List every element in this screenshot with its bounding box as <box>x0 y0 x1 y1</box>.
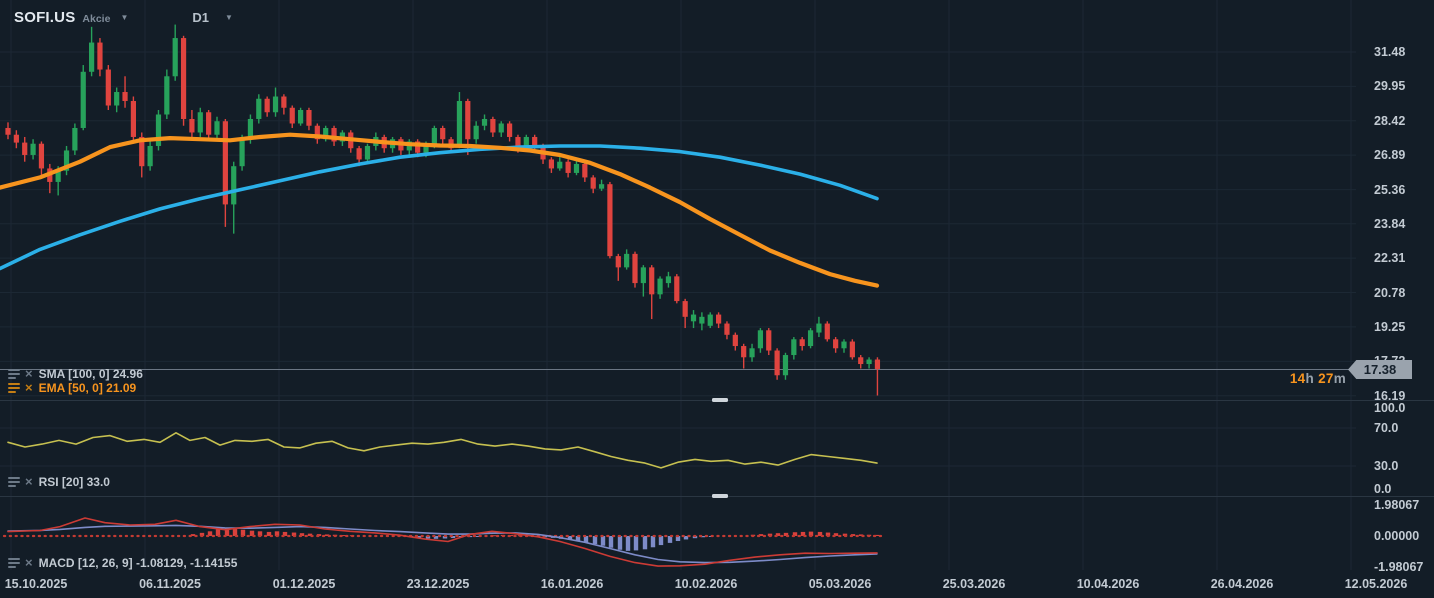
price-tick-label: 31.48 <box>1374 45 1406 59</box>
macd-signal-line <box>7 524 878 564</box>
chevron-down-icon: ▼ <box>120 13 129 22</box>
macd-tick-label: 1.98067 <box>1374 498 1420 512</box>
countdown-minutes-unit: m <box>1333 371 1346 386</box>
macd-tick-label: 0.00000 <box>1374 529 1420 543</box>
rsi-tick-label: 70.0 <box>1374 421 1399 435</box>
price-tick-label: 20.78 <box>1374 285 1406 300</box>
ema-indicator-label: EMA [50, 0] 21.09 <box>38 381 137 395</box>
sma-line <box>0 144 879 271</box>
rsi-tick-label: 0.0 <box>1374 482 1392 496</box>
price-tick-label: 19.25 <box>1374 319 1406 334</box>
time-tick-label: 25.03.2026 <box>942 577 1006 591</box>
rsi-indicator-row: × RSI [20] 33.0 <box>8 475 110 489</box>
instrument-type-label: Akcie <box>82 13 111 25</box>
timeframe-selector[interactable]: D1 ▼ <box>192 10 233 25</box>
indicator-close-icon[interactable]: × <box>25 555 33 570</box>
price-tick-label: 25.36 <box>1374 182 1406 197</box>
sma-indicator-label: SMA [100, 0] 24.96 <box>38 367 143 381</box>
price-tick-label: 23.84 <box>1374 216 1406 231</box>
timeframe-label: D1 <box>192 10 209 25</box>
price-tick-label: 29.95 <box>1374 79 1406 94</box>
chevron-down-icon: ▼ <box>225 13 233 22</box>
rsi-tick-label: 30.0 <box>1374 459 1399 473</box>
time-tick-label: 15.10.2025 <box>4 577 68 591</box>
indicator-properties-icon[interactable] <box>8 476 20 488</box>
indicator-close-icon[interactable]: × <box>25 380 33 395</box>
indicator-properties-icon[interactable] <box>8 557 20 569</box>
countdown-minutes: 27 <box>1318 371 1334 386</box>
panel-resize-handle[interactable] <box>712 494 728 498</box>
price-tick-label: 26.89 <box>1374 148 1406 163</box>
macd-tick-label: -1.98067 <box>1374 560 1424 574</box>
indicator-properties-icon[interactable] <box>8 382 20 394</box>
price-tick-label: 28.42 <box>1374 113 1406 128</box>
macd-line <box>7 517 878 567</box>
candles-layer <box>5 24 881 396</box>
macd-indicator-label: MACD [12, 26, 9] -1.08129, -1.14155 <box>38 556 238 570</box>
price-tick-label: 22.31 <box>1374 251 1406 266</box>
price-tick-label: 16.19 <box>1374 388 1406 403</box>
time-tick-label: 16.01.2026 <box>540 577 604 591</box>
time-tick-label: 06.11.2025 <box>139 577 201 591</box>
time-tick-label: 26.04.2026 <box>1210 577 1274 591</box>
sma-indicator-row: × SMA [100, 0] 24.96 <box>8 367 143 381</box>
indicator-close-icon[interactable]: × <box>25 474 33 489</box>
time-tick-label: 10.04.2026 <box>1076 577 1140 591</box>
indicator-properties-icon[interactable] <box>8 368 20 380</box>
indicator-close-icon[interactable]: × <box>25 366 33 381</box>
symbol-name: SOFI.US <box>14 9 76 26</box>
time-tick-label: 10.02.2026 <box>674 577 738 591</box>
chart-header: SOFI.US Akcie ▼ D1 ▼ <box>14 9 233 26</box>
current-price-badge: 17.38 <box>1348 360 1412 379</box>
panel-resize-handle[interactable] <box>712 398 728 402</box>
macd-histogram <box>190 528 880 551</box>
time-tick-label: 12.05.2026 <box>1344 577 1408 591</box>
rsi-line <box>7 431 878 469</box>
ema-indicator-row: × EMA [50, 0] 21.09 <box>8 381 136 395</box>
session-countdown: 14h 27m <box>1230 371 1346 386</box>
ema-line <box>0 132 880 288</box>
symbol-selector[interactable]: SOFI.US Akcie ▼ <box>14 9 128 26</box>
countdown-hours-unit: h <box>1305 371 1314 386</box>
rsi-tick-label: 100.0 <box>1374 401 1406 415</box>
time-tick-label: 23.12.2025 <box>406 577 470 591</box>
macd-indicator-row: × MACD [12, 26, 9] -1.08129, -1.14155 <box>8 556 237 570</box>
time-tick-label: 01.12.2025 <box>272 577 336 591</box>
countdown-hours: 14 <box>1289 371 1306 386</box>
time-tick-label: 05.03.2026 <box>808 577 872 591</box>
rsi-indicator-label: RSI [20] 33.0 <box>38 475 110 489</box>
